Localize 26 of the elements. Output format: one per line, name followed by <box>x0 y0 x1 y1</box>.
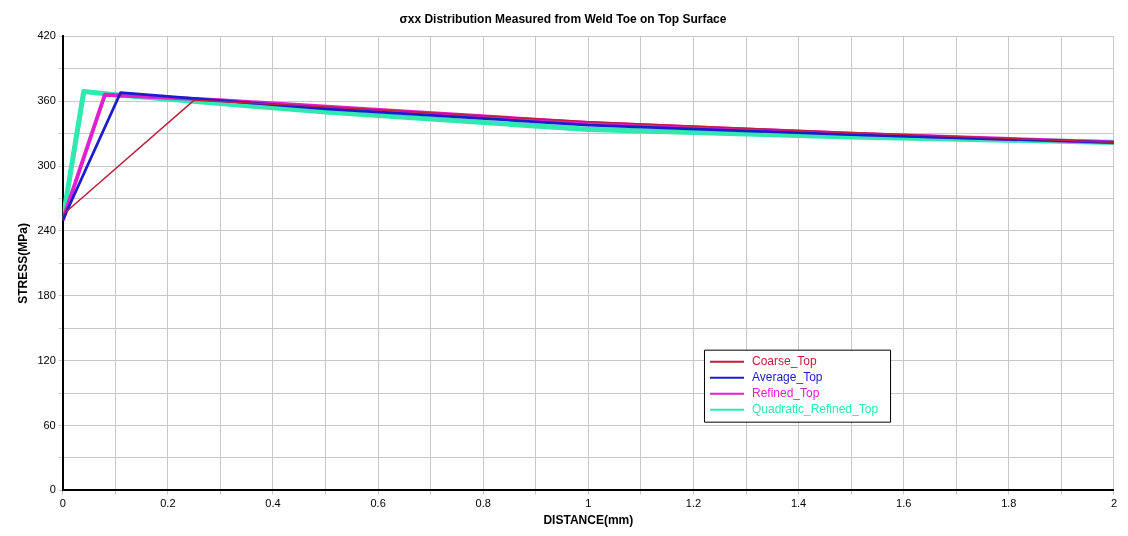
y-tick-label: 0 <box>49 483 56 496</box>
x-tick-label: 1 <box>585 497 592 510</box>
x-tick-label: 2 <box>1110 497 1117 510</box>
x-tick-label: 1.6 <box>896 497 912 510</box>
x-tick-label: 0.2 <box>160 497 176 510</box>
legend-label: Quadratic_Refined_Top <box>751 401 879 416</box>
x-tick-label: 1.2 <box>685 497 702 510</box>
x-tick-label: 0.8 <box>475 497 491 510</box>
y-tick-label: 120 <box>37 353 56 366</box>
y-tick-label: 300 <box>37 159 56 172</box>
y-tick-label: 360 <box>37 94 56 107</box>
y-tick-label: 240 <box>37 224 56 236</box>
chart-title: σxx Distribution Measured from Weld Toe on Top Surface <box>399 11 727 26</box>
legend-label: Refined_Top <box>751 385 820 400</box>
x-tick-label: 0 <box>59 497 66 510</box>
x-tick-label: 0.4 <box>265 497 281 510</box>
x-tick-label: 1.4 <box>790 497 807 510</box>
legend-label: Average_Top <box>751 369 823 384</box>
y-axis-title: STRESS(MPa) <box>15 223 30 304</box>
y-tick-label: 420 <box>37 29 56 42</box>
x-tick-label: 1.8 <box>1001 497 1017 510</box>
x-axis-title: DISTANCE(mm) <box>543 513 634 528</box>
legend-label: Coarse_Top <box>751 353 818 368</box>
y-tick-label: 60 <box>43 418 56 431</box>
x-tick-label: 0.6 <box>370 497 386 510</box>
y-tick-label: 180 <box>37 288 56 301</box>
